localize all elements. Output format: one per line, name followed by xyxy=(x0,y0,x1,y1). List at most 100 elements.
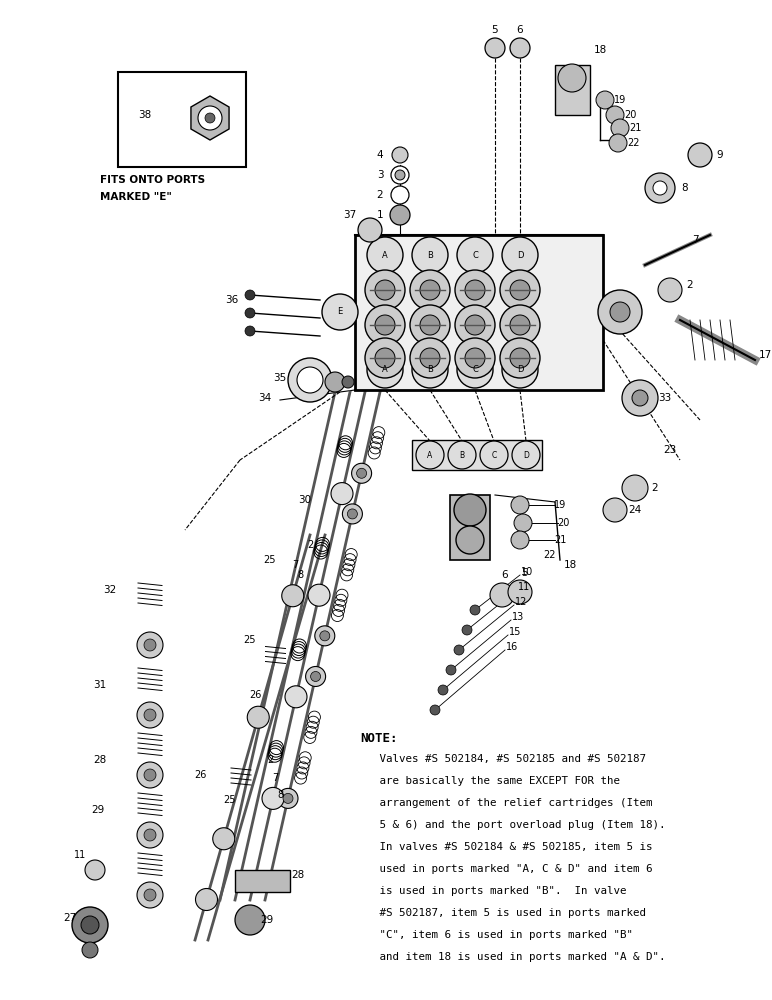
Text: 21: 21 xyxy=(554,535,566,545)
Circle shape xyxy=(470,605,480,615)
Circle shape xyxy=(358,218,382,242)
Text: 2: 2 xyxy=(377,190,384,200)
Circle shape xyxy=(198,106,222,130)
Text: 21: 21 xyxy=(629,123,642,133)
Text: is used in ports marked "B".  In valve: is used in ports marked "B". In valve xyxy=(360,886,627,896)
Polygon shape xyxy=(191,96,229,140)
Circle shape xyxy=(490,583,514,607)
Text: A: A xyxy=(428,450,432,460)
Circle shape xyxy=(137,822,163,848)
Text: #S 502187, item 5 is used in ports marked: #S 502187, item 5 is used in ports marke… xyxy=(360,908,646,918)
Text: 27: 27 xyxy=(63,913,76,923)
Circle shape xyxy=(85,860,105,880)
Circle shape xyxy=(213,828,235,850)
Circle shape xyxy=(510,348,530,368)
Circle shape xyxy=(658,278,682,302)
Text: 3: 3 xyxy=(377,170,384,180)
Circle shape xyxy=(331,483,353,505)
Text: 18: 18 xyxy=(594,45,607,55)
Circle shape xyxy=(82,942,98,958)
Circle shape xyxy=(502,237,538,273)
Circle shape xyxy=(420,348,440,368)
Bar xyxy=(355,235,603,390)
Text: 34: 34 xyxy=(259,393,272,403)
Circle shape xyxy=(137,632,163,658)
Text: arrangement of the relief cartridges (Item: arrangement of the relief cartridges (It… xyxy=(360,798,652,808)
Text: 36: 36 xyxy=(225,295,239,305)
Text: 4: 4 xyxy=(377,150,384,160)
Circle shape xyxy=(512,441,540,469)
Text: MARKED "E": MARKED "E" xyxy=(100,192,172,202)
Bar xyxy=(450,495,490,560)
Circle shape xyxy=(412,352,448,388)
Circle shape xyxy=(500,270,540,310)
Circle shape xyxy=(391,166,409,184)
Circle shape xyxy=(81,916,99,934)
Circle shape xyxy=(144,639,156,651)
Text: 17: 17 xyxy=(758,350,772,360)
Text: C: C xyxy=(472,365,478,374)
Circle shape xyxy=(144,709,156,721)
Text: B: B xyxy=(427,250,433,259)
Text: C: C xyxy=(491,450,496,460)
Circle shape xyxy=(610,302,630,322)
Circle shape xyxy=(137,702,163,728)
Circle shape xyxy=(390,205,410,225)
Text: 28: 28 xyxy=(93,755,107,765)
Circle shape xyxy=(420,315,440,335)
Text: 11: 11 xyxy=(74,850,86,860)
Circle shape xyxy=(454,494,486,526)
Circle shape xyxy=(322,294,358,330)
Text: 2: 2 xyxy=(307,540,313,550)
Text: 9: 9 xyxy=(716,150,723,160)
Text: and item 18 is used in ports marked "A & D".: and item 18 is used in ports marked "A &… xyxy=(360,952,665,962)
Text: D: D xyxy=(523,450,529,460)
Circle shape xyxy=(645,173,675,203)
Circle shape xyxy=(500,305,540,345)
Text: 6: 6 xyxy=(502,570,508,580)
Text: 1: 1 xyxy=(377,210,384,220)
Circle shape xyxy=(457,237,493,273)
Circle shape xyxy=(502,352,538,388)
Circle shape xyxy=(320,631,330,641)
Text: "C", item 6 is used in ports marked "B": "C", item 6 is used in ports marked "B" xyxy=(360,930,633,940)
Circle shape xyxy=(622,475,648,501)
Circle shape xyxy=(367,237,403,273)
Circle shape xyxy=(282,585,303,607)
Circle shape xyxy=(653,181,667,195)
Circle shape xyxy=(375,280,395,300)
Text: 37: 37 xyxy=(344,210,357,220)
Text: 8: 8 xyxy=(277,790,283,800)
Circle shape xyxy=(485,38,505,58)
Circle shape xyxy=(603,498,627,522)
Circle shape xyxy=(611,119,629,137)
Text: In valves #S 502184 & #S 502185, item 5 is: In valves #S 502184 & #S 502185, item 5 … xyxy=(360,842,652,852)
Circle shape xyxy=(596,91,614,109)
Text: 25: 25 xyxy=(264,555,276,565)
Circle shape xyxy=(455,305,495,345)
Text: 2: 2 xyxy=(686,280,693,290)
Circle shape xyxy=(205,113,215,123)
Circle shape xyxy=(357,468,367,478)
Circle shape xyxy=(365,305,405,345)
Circle shape xyxy=(511,531,529,549)
Circle shape xyxy=(465,280,485,300)
Circle shape xyxy=(245,326,255,336)
Text: 30: 30 xyxy=(299,495,312,505)
Text: 2: 2 xyxy=(267,755,273,765)
Circle shape xyxy=(195,888,218,910)
Text: 26: 26 xyxy=(249,690,261,700)
Circle shape xyxy=(510,38,530,58)
Text: 29: 29 xyxy=(91,805,105,815)
Text: are basically the same EXCEPT FOR the: are basically the same EXCEPT FOR the xyxy=(360,776,620,786)
Text: 18: 18 xyxy=(564,560,577,570)
Circle shape xyxy=(137,882,163,908)
Text: 19: 19 xyxy=(554,500,566,510)
Circle shape xyxy=(410,338,450,378)
Circle shape xyxy=(457,352,493,388)
Circle shape xyxy=(306,666,326,686)
Circle shape xyxy=(283,793,293,803)
Text: 35: 35 xyxy=(273,373,286,383)
Circle shape xyxy=(392,147,408,163)
Text: 20: 20 xyxy=(624,110,636,120)
